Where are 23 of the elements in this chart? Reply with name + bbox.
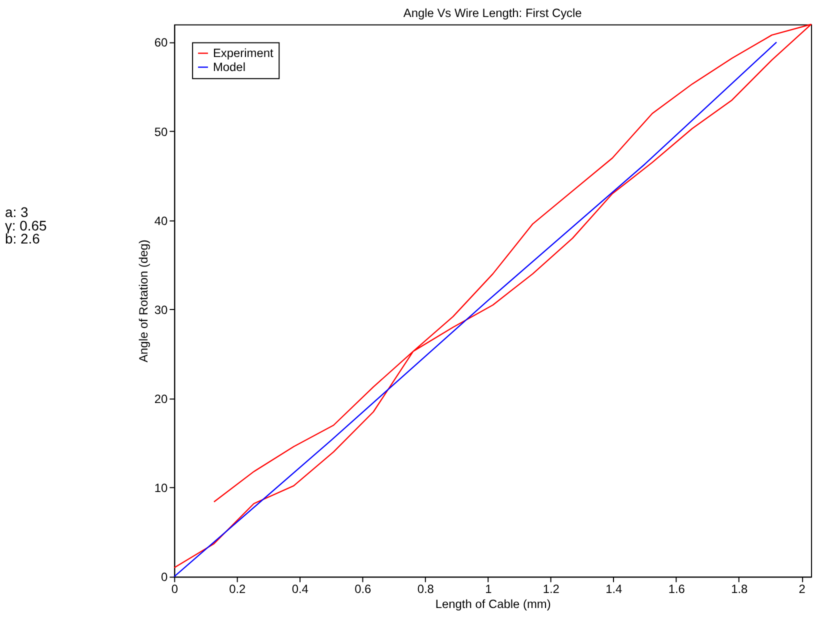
chart-title: Angle Vs Wire Length: First Cycle: [403, 6, 582, 20]
x-tick-label: 2: [798, 582, 806, 596]
x-tick-label: 1: [485, 582, 492, 596]
y-tick-label: 50: [154, 124, 168, 139]
y-tick-label: 60: [154, 36, 168, 50]
y-tick-label: 0: [161, 570, 168, 584]
legend-label: Experiment: [212, 46, 274, 60]
y-tick-label: 20: [154, 392, 168, 406]
x-tick-label: 1.8: [731, 582, 748, 596]
x-tick-label: 0.8: [417, 582, 434, 596]
x-tick-label: 0.2: [229, 582, 246, 596]
x-tick-label: 0: [171, 582, 178, 596]
x-tick-label: 0.6: [354, 582, 372, 596]
legend-label: Model: [212, 60, 246, 74]
x-tick-label: 0.4: [292, 582, 309, 596]
x-tick-label: 1.6: [668, 582, 686, 596]
x-tick-label: 1.4: [606, 582, 623, 596]
y-tick-label: 40: [154, 214, 168, 228]
y-axis-title: Angle of Rotation (deg): [136, 240, 150, 362]
x-axis-title: Length of Cable (mm): [435, 597, 551, 612]
y-tick-label: 10: [154, 481, 168, 496]
x-tick-label: 1.2: [542, 582, 560, 596]
y-tick-label: 30: [154, 302, 168, 317]
